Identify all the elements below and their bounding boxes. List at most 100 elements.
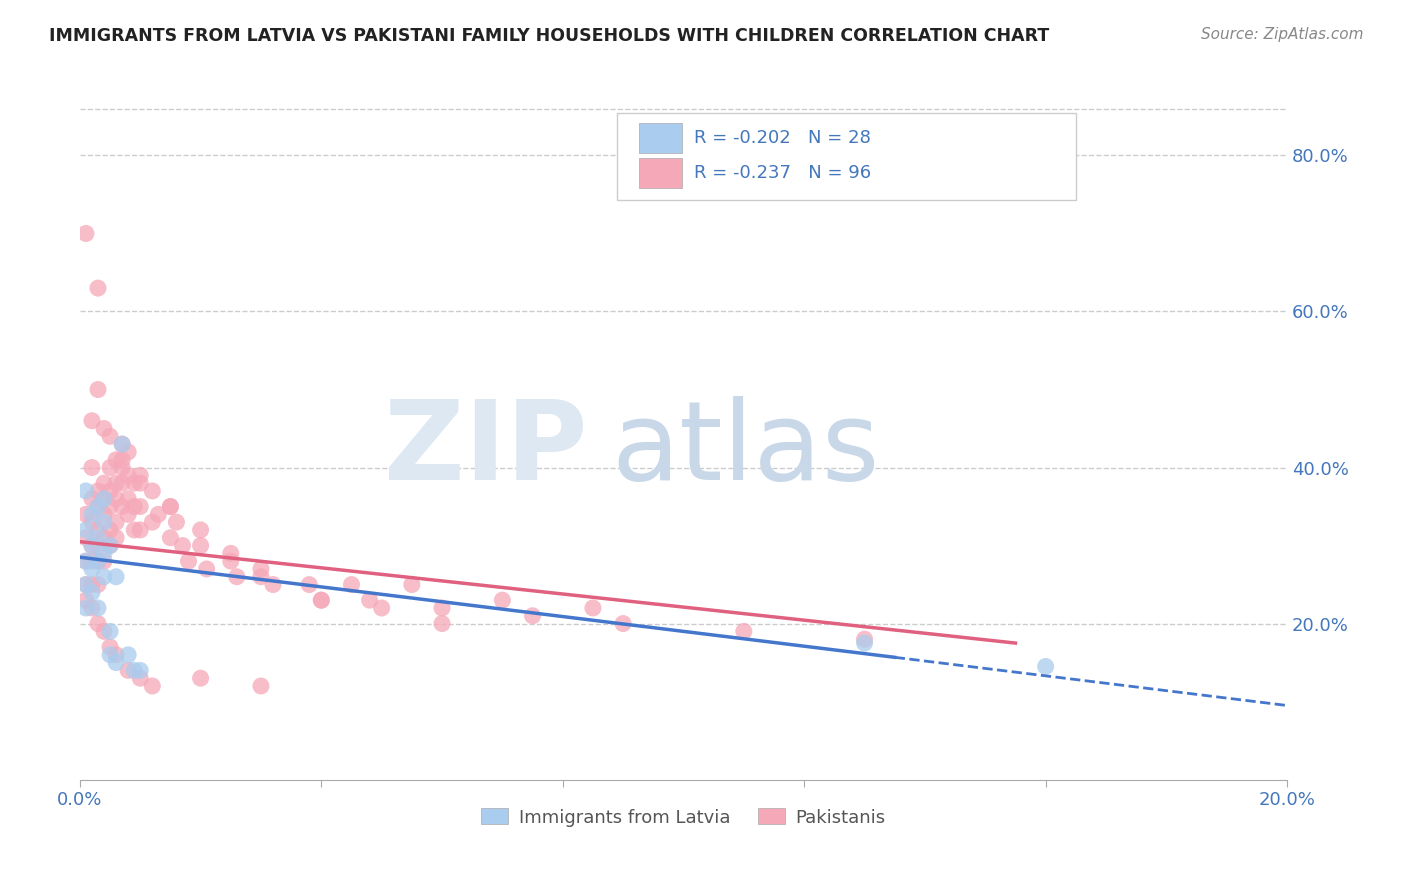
Point — [159, 531, 181, 545]
Point — [129, 664, 152, 678]
Point — [105, 656, 128, 670]
Point — [98, 523, 121, 537]
Point — [93, 554, 115, 568]
Point — [75, 531, 97, 545]
Point — [111, 500, 134, 514]
Point — [87, 483, 110, 498]
Point — [80, 554, 103, 568]
Point — [141, 679, 163, 693]
Point — [98, 483, 121, 498]
Point — [93, 508, 115, 522]
FancyBboxPatch shape — [638, 123, 682, 153]
Point — [93, 531, 115, 545]
Point — [105, 515, 128, 529]
Point — [117, 648, 139, 662]
Point — [190, 539, 212, 553]
Point — [87, 554, 110, 568]
Point — [250, 562, 273, 576]
Point — [250, 570, 273, 584]
Point — [98, 648, 121, 662]
Point — [80, 539, 103, 553]
Point — [190, 523, 212, 537]
Point — [80, 460, 103, 475]
Text: ZIP: ZIP — [384, 396, 586, 503]
Point — [80, 515, 103, 529]
Point — [80, 491, 103, 506]
Point — [80, 539, 103, 553]
Point — [122, 476, 145, 491]
Point — [129, 500, 152, 514]
Point — [117, 491, 139, 506]
Point — [87, 616, 110, 631]
Point — [93, 476, 115, 491]
Point — [75, 554, 97, 568]
Point — [117, 664, 139, 678]
Point — [98, 429, 121, 443]
Point — [612, 616, 634, 631]
Point — [190, 671, 212, 685]
Point — [93, 491, 115, 506]
Text: IMMIGRANTS FROM LATVIA VS PAKISTANI FAMILY HOUSEHOLDS WITH CHILDREN CORRELATION : IMMIGRANTS FROM LATVIA VS PAKISTANI FAMI… — [49, 27, 1049, 45]
Point — [177, 554, 200, 568]
Point — [87, 383, 110, 397]
Point — [80, 508, 103, 522]
Point — [75, 508, 97, 522]
Point — [1035, 659, 1057, 673]
Point — [111, 437, 134, 451]
Point — [853, 636, 876, 650]
Point — [172, 539, 194, 553]
Text: atlas: atlas — [612, 396, 880, 503]
Point — [853, 632, 876, 647]
Point — [98, 624, 121, 639]
Point — [98, 539, 121, 553]
Point — [87, 577, 110, 591]
Text: Source: ZipAtlas.com: Source: ZipAtlas.com — [1201, 27, 1364, 42]
Point — [80, 585, 103, 599]
Point — [105, 476, 128, 491]
Point — [93, 624, 115, 639]
Point — [129, 476, 152, 491]
Point — [141, 515, 163, 529]
Point — [250, 679, 273, 693]
Point — [80, 414, 103, 428]
Point — [159, 500, 181, 514]
FancyBboxPatch shape — [617, 112, 1076, 201]
Point — [75, 483, 97, 498]
Point — [401, 577, 423, 591]
Point — [159, 500, 181, 514]
Point — [75, 593, 97, 607]
Point — [522, 608, 544, 623]
Point — [87, 601, 110, 615]
Point — [311, 593, 333, 607]
Point — [359, 593, 381, 607]
Point — [93, 570, 115, 584]
Point — [129, 671, 152, 685]
Point — [75, 523, 97, 537]
Point — [111, 460, 134, 475]
Point — [87, 554, 110, 568]
Point — [298, 577, 321, 591]
Point — [105, 491, 128, 506]
Point — [111, 476, 134, 491]
Point — [225, 570, 247, 584]
Point — [148, 508, 170, 522]
Point — [98, 640, 121, 654]
Point — [75, 554, 97, 568]
Point — [93, 491, 115, 506]
Point — [93, 515, 115, 529]
Point — [87, 500, 110, 514]
Point — [491, 593, 513, 607]
Point — [117, 508, 139, 522]
Point — [98, 460, 121, 475]
Point — [141, 483, 163, 498]
Point — [80, 577, 103, 591]
Point — [80, 562, 103, 576]
Point — [87, 539, 110, 553]
Point — [75, 577, 97, 591]
Point — [122, 500, 145, 514]
Point — [105, 452, 128, 467]
Point — [87, 500, 110, 514]
Point — [93, 421, 115, 435]
Point — [219, 554, 242, 568]
FancyBboxPatch shape — [638, 158, 682, 187]
